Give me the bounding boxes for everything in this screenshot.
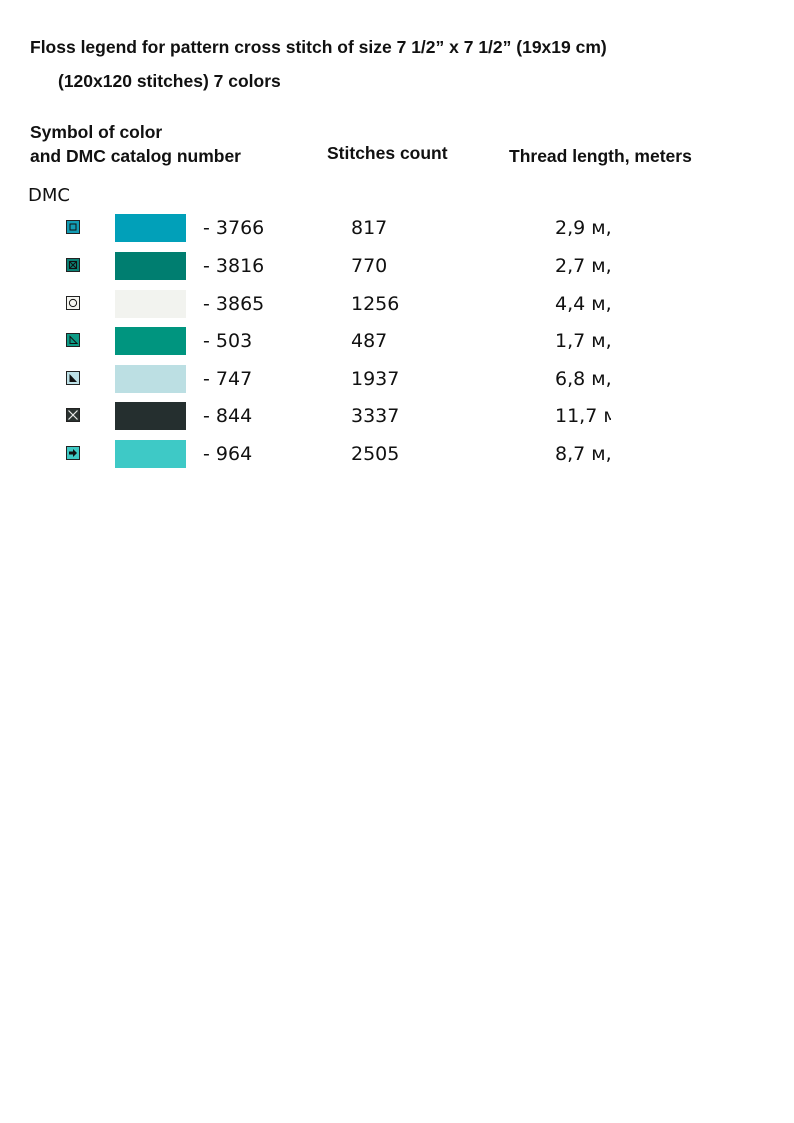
- legend-row: - 3766 817 2,9 м,: [0, 214, 794, 244]
- dmc-code: - 3766: [203, 217, 265, 239]
- dmc-code: - 844: [203, 405, 253, 427]
- dmc-code: - 3816: [203, 255, 265, 277]
- stitch-count: 3337: [351, 405, 400, 427]
- legend-row: - 3816 770 2,7 м,: [0, 252, 794, 282]
- triangle-outline-icon: [66, 333, 80, 347]
- color-swatch: [115, 252, 186, 280]
- arrow-right-icon: [66, 446, 80, 460]
- brand-label: DMC: [28, 185, 70, 206]
- stitch-count: 2505: [351, 443, 400, 465]
- color-swatch: [115, 440, 186, 468]
- legend-row: - 964 2505 8,7 м,: [0, 440, 794, 470]
- thread-length: 4,4 м,: [555, 293, 611, 315]
- stitch-count: 487: [351, 330, 388, 352]
- page-subtitle: (120x120 stitches) 7 colors: [58, 71, 281, 91]
- triangle-filled-icon: [66, 371, 80, 385]
- color-swatch: [115, 290, 186, 318]
- circle-icon: [66, 296, 80, 310]
- crossed-square-icon: [66, 258, 80, 272]
- page-title: Floss legend for pattern cross stitch of…: [30, 37, 607, 57]
- square-icon: [66, 220, 80, 234]
- thread-length: 2,9 м,: [555, 217, 611, 239]
- legend-row: - 3865 1256 4,4 м,: [0, 290, 794, 320]
- x-mark-icon: [66, 408, 80, 422]
- header-symbol-line1: Symbol of color: [30, 122, 163, 142]
- dmc-code: - 3865: [203, 293, 265, 315]
- thread-length: 6,8 м,: [555, 368, 611, 390]
- header-stitches: Stitches count: [327, 143, 448, 163]
- thread-length: 11,7 м,: [555, 405, 611, 427]
- color-swatch: [115, 214, 186, 242]
- thread-length: 2,7 м,: [555, 255, 611, 277]
- thread-length: 1,7 м,: [555, 330, 611, 352]
- dmc-code: - 503: [203, 330, 253, 352]
- stitch-count: 770: [351, 255, 388, 277]
- legend-row: - 503 487 1,7 м,: [0, 327, 794, 357]
- stitch-count: 1256: [351, 293, 400, 315]
- stitch-count: 817: [351, 217, 388, 239]
- color-swatch: [115, 402, 186, 430]
- thread-length: 8,7 м,: [555, 443, 611, 465]
- legend-row: - 747 1937 6,8 м,: [0, 365, 794, 395]
- dmc-code: - 964: [203, 443, 253, 465]
- color-swatch: [115, 327, 186, 355]
- stitch-count: 1937: [351, 368, 400, 390]
- header-symbol: Symbol of color and DMC catalog number: [30, 120, 241, 168]
- legend-row: - 844 3337 11,7 м,: [0, 402, 794, 432]
- dmc-code: - 747: [203, 368, 253, 390]
- header-symbol-line2: and DMC catalog number: [30, 146, 241, 166]
- header-length: Thread length, meters: [509, 146, 692, 166]
- color-swatch: [115, 365, 186, 393]
